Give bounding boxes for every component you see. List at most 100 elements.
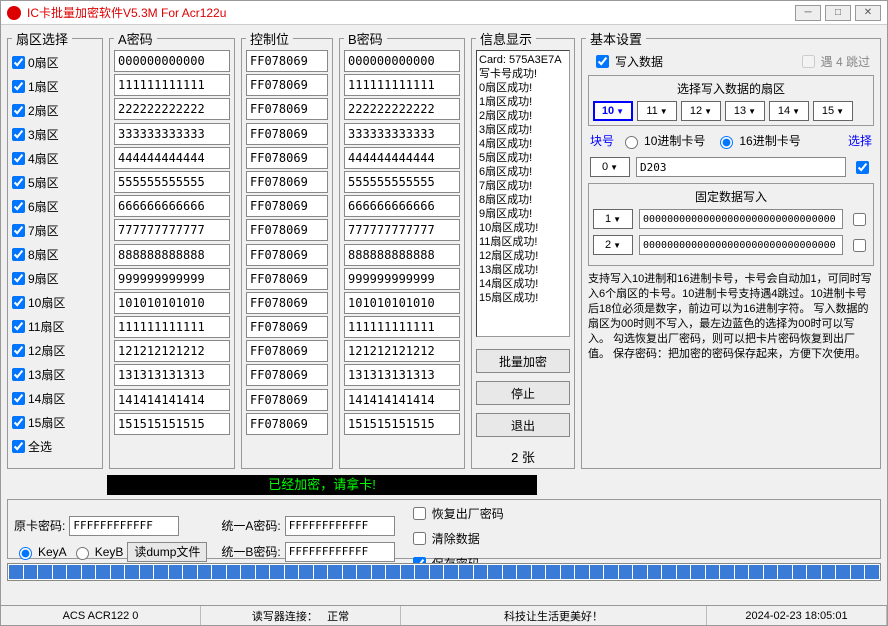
sector-8-checkbox[interactable] — [12, 248, 25, 261]
bkey-5-input[interactable] — [344, 171, 460, 193]
write-sector-dropdown-3[interactable]: 13▼ — [725, 101, 765, 121]
fixed-check-0[interactable] — [853, 213, 866, 226]
ctrl-10-input[interactable] — [246, 292, 328, 314]
sector-6-checkbox[interactable] — [12, 200, 25, 213]
reader-name: ACS ACR122 0 — [1, 606, 201, 625]
close-button[interactable]: ✕ — [855, 5, 881, 21]
block-dropdown[interactable]: 0▼ — [590, 157, 630, 177]
ctrl-11-input[interactable] — [246, 316, 328, 338]
maximize-button[interactable]: □ — [825, 5, 851, 21]
akey-1-input[interactable] — [114, 74, 230, 96]
fixed-check-1[interactable] — [853, 239, 866, 252]
fixed-val-1[interactable] — [639, 235, 843, 255]
bkey-10-input[interactable] — [344, 292, 460, 314]
bkey-13-input[interactable] — [344, 364, 460, 386]
sector-12-checkbox[interactable] — [12, 344, 25, 357]
akey-2-input[interactable] — [114, 98, 230, 120]
sector-10-checkbox[interactable] — [12, 296, 25, 309]
write-sector-dropdown-4[interactable]: 14▼ — [769, 101, 809, 121]
akey-12-input[interactable] — [114, 340, 230, 362]
keya-radio[interactable]: KeyA — [14, 544, 67, 560]
unify-a-input[interactable] — [285, 516, 395, 536]
ctrl-5-input[interactable] — [246, 171, 328, 193]
select-link[interactable]: 选择 — [848, 132, 872, 149]
write-sector-dropdown-2[interactable]: 12▼ — [681, 101, 721, 121]
sector-15-checkbox[interactable] — [12, 416, 25, 429]
sector-4-checkbox[interactable] — [12, 152, 25, 165]
bkey-3-input[interactable] — [344, 123, 460, 145]
stop-button[interactable]: 停止 — [476, 381, 570, 405]
akey-15-input[interactable] — [114, 413, 230, 435]
exit-button[interactable]: 退出 — [476, 413, 570, 437]
akey-0-input[interactable] — [114, 50, 230, 72]
sector-5-checkbox[interactable] — [12, 176, 25, 189]
ctrl-12-input[interactable] — [246, 340, 328, 362]
ctrl-14-input[interactable] — [246, 389, 328, 411]
batch-encrypt-button[interactable]: 批量加密 — [476, 349, 570, 373]
minimize-button[interactable]: ─ — [795, 5, 821, 21]
akey-10-input[interactable] — [114, 292, 230, 314]
sector-1-checkbox[interactable] — [12, 80, 25, 93]
sector-11-checkbox[interactable] — [12, 320, 25, 333]
bkey-6-input[interactable] — [344, 195, 460, 217]
write-data-checkbox[interactable]: 写入数据 — [592, 52, 663, 71]
akey-7-input[interactable] — [114, 219, 230, 241]
ctrl-8-input[interactable] — [246, 244, 328, 266]
fixed-idx-1[interactable]: 2▼ — [593, 235, 633, 255]
akey-9-input[interactable] — [114, 268, 230, 290]
ctrl-3-input[interactable] — [246, 123, 328, 145]
keyb-radio[interactable]: KeyB — [71, 544, 124, 560]
radio-hex[interactable]: 16进制卡号 — [715, 132, 800, 149]
unify-b-input[interactable] — [285, 542, 395, 562]
ctrl-4-input[interactable] — [246, 147, 328, 169]
sector-9-checkbox[interactable] — [12, 272, 25, 285]
bkey-8-input[interactable] — [344, 244, 460, 266]
fixed-val-0[interactable] — [639, 209, 843, 229]
read-dump-button[interactable]: 读dump文件 — [127, 542, 207, 562]
bkey-7-input[interactable] — [344, 219, 460, 241]
bkey-11-input[interactable] — [344, 316, 460, 338]
sector-0-checkbox[interactable] — [12, 56, 25, 69]
bkey-2-input[interactable] — [344, 98, 460, 120]
card-number-input[interactable] — [636, 157, 846, 177]
akey-4-input[interactable] — [114, 147, 230, 169]
ctrl-13-input[interactable] — [246, 364, 328, 386]
ctrl-7-input[interactable] — [246, 219, 328, 241]
clear-checkbox[interactable]: 清除数据 — [409, 529, 504, 548]
ctrl-15-input[interactable] — [246, 413, 328, 435]
sector-3-checkbox[interactable] — [12, 128, 25, 141]
bkey-9-input[interactable] — [344, 268, 460, 290]
bkey-12-input[interactable] — [344, 340, 460, 362]
radio-dec[interactable]: 10进制卡号 — [620, 132, 705, 149]
ctrl-6-input[interactable] — [246, 195, 328, 217]
restore-checkbox[interactable]: 恢复出厂密码 — [409, 504, 504, 523]
sector-13-checkbox[interactable] — [12, 368, 25, 381]
write-sector-dropdown-5[interactable]: 15▼ — [813, 101, 853, 121]
akey-5-input[interactable] — [114, 171, 230, 193]
akey-11-input[interactable] — [114, 316, 230, 338]
bkey-0-input[interactable] — [344, 50, 460, 72]
sector-2-checkbox[interactable] — [12, 104, 25, 117]
write-sector-dropdown-0[interactable]: 10▼ — [593, 101, 633, 121]
ctrl-0-input[interactable] — [246, 50, 328, 72]
ctrl-9-input[interactable] — [246, 268, 328, 290]
bkey-15-input[interactable] — [344, 413, 460, 435]
card-enable-checkbox[interactable] — [856, 161, 869, 174]
orig-pwd-input[interactable] — [69, 516, 179, 536]
akey-13-input[interactable] — [114, 364, 230, 386]
bkey-14-input[interactable] — [344, 389, 460, 411]
sector-14-checkbox[interactable] — [12, 392, 25, 405]
ctrl-1-input[interactable] — [246, 74, 328, 96]
write-sector-dropdown-1[interactable]: 11▼ — [637, 101, 677, 121]
select-all-checkbox[interactable] — [12, 440, 25, 453]
akey-14-input[interactable] — [114, 389, 230, 411]
akey-8-input[interactable] — [114, 244, 230, 266]
akey-6-input[interactable] — [114, 195, 230, 217]
skip4-checkbox[interactable]: 遇 4 跳过 — [798, 52, 870, 71]
bkey-1-input[interactable] — [344, 74, 460, 96]
sector-7-checkbox[interactable] — [12, 224, 25, 237]
ctrl-2-input[interactable] — [246, 98, 328, 120]
fixed-idx-0[interactable]: 1▼ — [593, 209, 633, 229]
akey-3-input[interactable] — [114, 123, 230, 145]
bkey-4-input[interactable] — [344, 147, 460, 169]
